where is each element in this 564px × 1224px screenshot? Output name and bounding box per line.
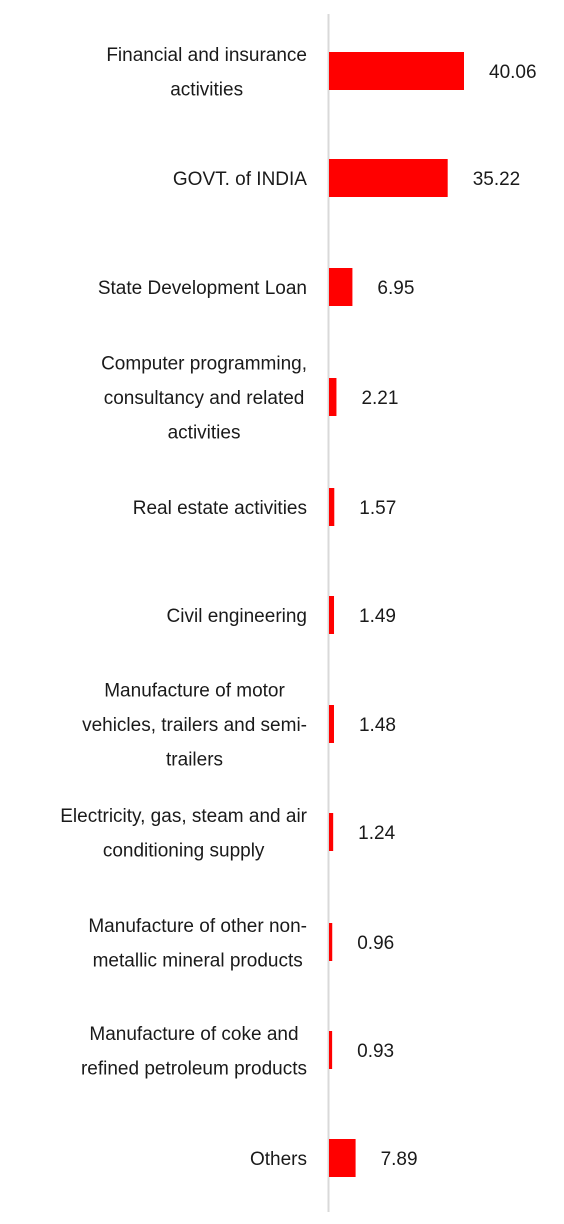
category-label-line: Others — [250, 1149, 307, 1170]
category-label-8: Manufacture of other non-metallic minera… — [88, 916, 307, 972]
bar-3 — [329, 378, 337, 416]
bar-0 — [329, 52, 464, 90]
bar-2 — [329, 268, 353, 306]
data-label-0: 40.06 — [489, 62, 537, 83]
bar-1 — [329, 159, 448, 197]
category-label-1: GOVT. of INDIA — [173, 169, 307, 190]
bar-7 — [329, 813, 334, 851]
data-label-5: 1.49 — [359, 606, 396, 627]
category-label-7: Electricity, gas, steam and air condition… — [60, 806, 307, 862]
bar-6 — [329, 705, 334, 743]
category-label-0: Financial and insurance activities — [106, 45, 307, 101]
category-label-line: Electricity, gas, steam and air — [60, 806, 307, 827]
data-label-2: 6.95 — [377, 278, 414, 299]
category-label-line: Manufacture of coke and — [89, 1024, 298, 1045]
bar-10 — [329, 1139, 356, 1177]
category-label-line: Financial and insurance — [106, 45, 307, 66]
category-label-2: State Development Loan — [98, 278, 307, 299]
category-label-line: refined petroleum products — [81, 1058, 307, 1079]
category-label-line: metallic mineral products — [93, 950, 303, 971]
data-label-7: 1.24 — [358, 823, 395, 844]
category-label-4: Real estate activities — [133, 498, 307, 519]
category-label-line: GOVT. of INDIA — [173, 169, 307, 190]
category-label-9: Manufacture of coke and refined petroleum… — [81, 1024, 307, 1080]
category-label-6: Manufacture of motor vehicles, trailers a… — [82, 681, 307, 771]
category-label-5: Civil engineering — [167, 606, 307, 627]
category-labels-group: Financial and insurance activities GOVT. o… — [60, 45, 307, 1170]
data-label-10: 7.89 — [381, 1149, 418, 1170]
bar-5 — [329, 596, 335, 634]
category-label-line: Manufacture of motor — [104, 681, 285, 702]
category-label-line: Manufacture of other non- — [88, 916, 307, 937]
category-label-line: activities — [168, 423, 241, 444]
bar-9 — [329, 1031, 333, 1069]
category-label-line: Real estate activities — [133, 498, 307, 519]
data-label-8: 0.96 — [357, 933, 394, 954]
bar-8 — [329, 923, 333, 961]
category-label-line: activities — [170, 79, 243, 100]
data-label-9: 0.93 — [357, 1041, 394, 1062]
data-label-1: 35.22 — [473, 169, 521, 190]
category-label-3: Computer programming, consultancy and rel… — [101, 354, 307, 444]
category-label-line: trailers — [166, 750, 223, 771]
category-label-line: vehicles, trailers and semi- — [82, 715, 307, 736]
value-labels-group: 40.06 35.22 6.95 2.21 1.57 1.49 1.48 1.24 0.96 0.… — [357, 62, 536, 1170]
category-label-line: Civil engineering — [167, 606, 307, 627]
bar-4 — [329, 488, 335, 526]
category-label-line: consultancy and related — [104, 388, 305, 409]
category-label-line: conditioning supply — [103, 840, 265, 861]
category-label-10: Others — [250, 1149, 307, 1170]
category-label-line: State Development Loan — [98, 278, 307, 299]
bars-group — [329, 52, 464, 1177]
data-label-6: 1.48 — [359, 715, 396, 736]
category-label-line: Computer programming, — [101, 354, 307, 375]
data-label-4: 1.57 — [359, 498, 396, 519]
data-label-3: 2.21 — [361, 388, 398, 409]
